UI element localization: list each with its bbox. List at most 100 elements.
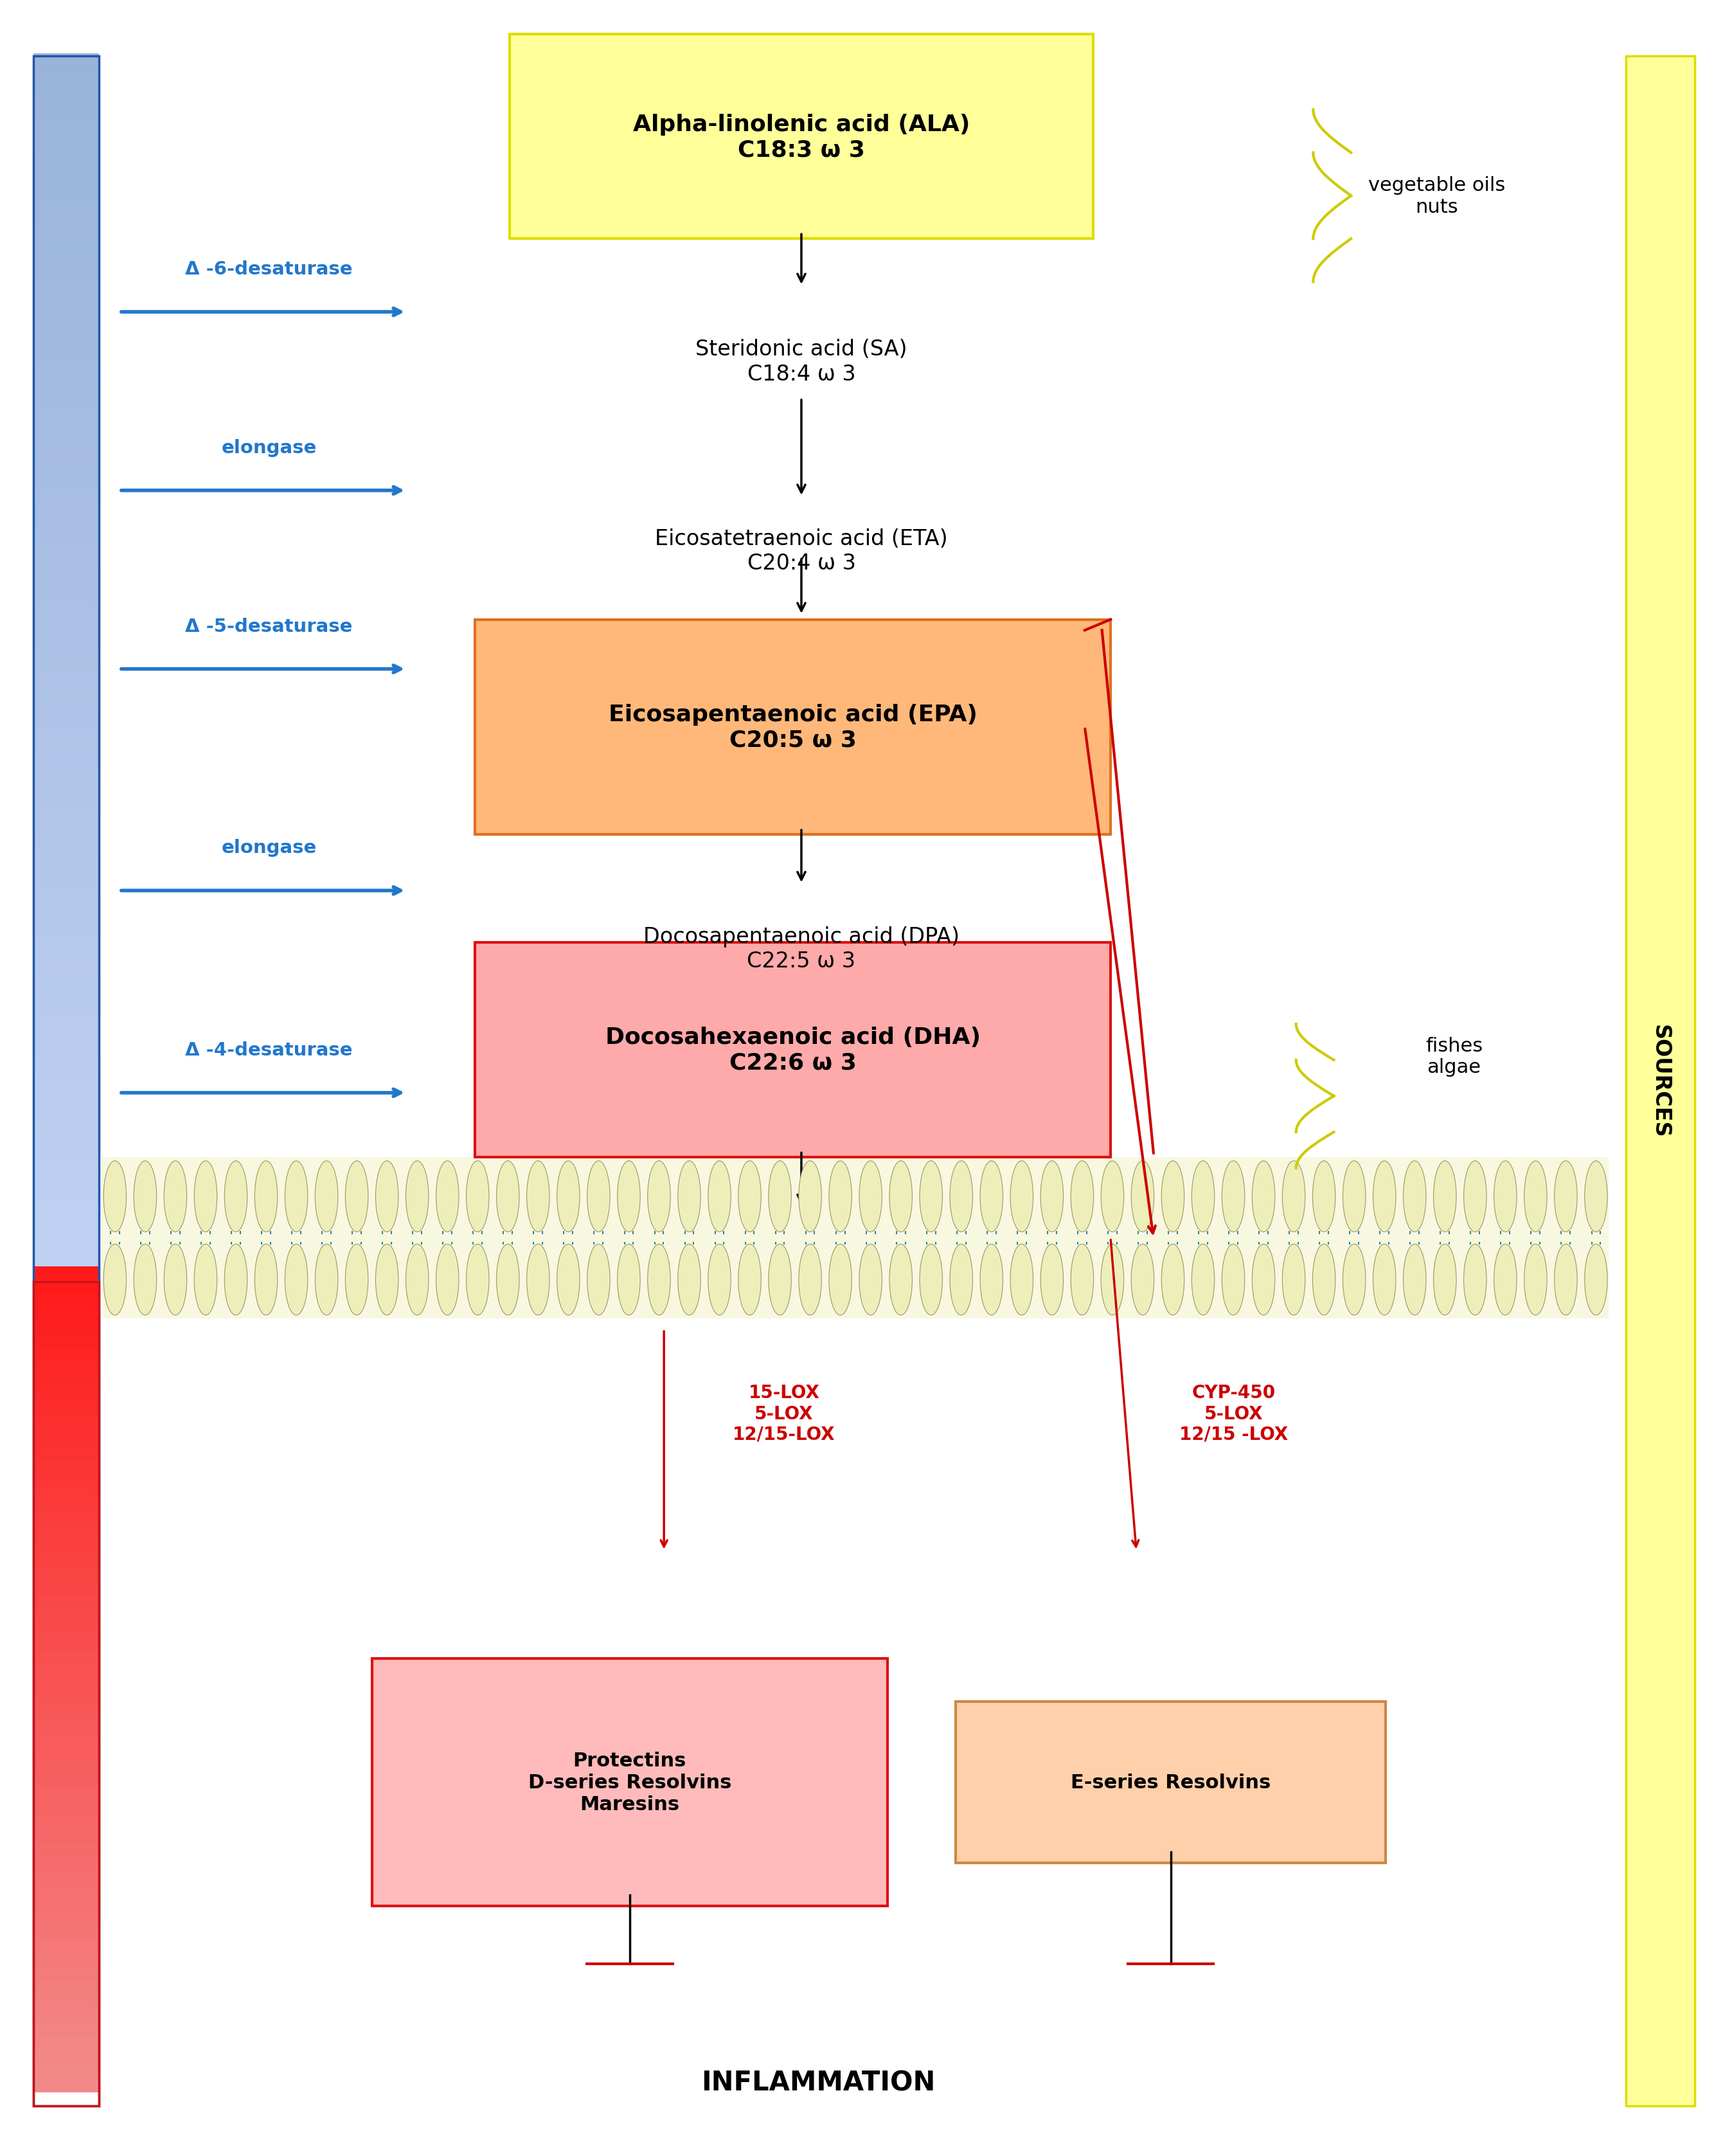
Ellipse shape xyxy=(345,1162,369,1231)
Bar xyxy=(33,1774,98,1789)
Ellipse shape xyxy=(315,1244,338,1315)
Ellipse shape xyxy=(345,1244,369,1315)
Bar xyxy=(33,1514,98,1529)
FancyBboxPatch shape xyxy=(476,942,1111,1158)
Ellipse shape xyxy=(829,1162,851,1231)
Bar xyxy=(33,1350,98,1365)
Ellipse shape xyxy=(889,1162,911,1231)
Ellipse shape xyxy=(1313,1244,1335,1315)
Text: Δ -5-desaturase: Δ -5-desaturase xyxy=(186,617,353,636)
Ellipse shape xyxy=(1434,1244,1456,1315)
Ellipse shape xyxy=(739,1244,762,1315)
Bar xyxy=(33,1322,98,1337)
Bar xyxy=(33,852,98,873)
Ellipse shape xyxy=(103,1162,126,1231)
Bar xyxy=(33,1056,98,1078)
Ellipse shape xyxy=(467,1244,489,1315)
Text: fishes
algae: fishes algae xyxy=(1425,1037,1484,1076)
Text: 15-LOX
5-LOX
12/15-LOX: 15-LOX 5-LOX 12/15-LOX xyxy=(732,1384,836,1442)
Text: Δ -6-desaturase: Δ -6-desaturase xyxy=(184,261,353,278)
Bar xyxy=(33,116,98,138)
Ellipse shape xyxy=(768,1162,791,1231)
Bar xyxy=(33,1199,98,1220)
Ellipse shape xyxy=(1403,1244,1427,1315)
Ellipse shape xyxy=(1554,1162,1577,1231)
Bar xyxy=(33,707,98,731)
Bar xyxy=(33,1856,98,1874)
Bar xyxy=(33,401,98,425)
Bar xyxy=(33,483,98,507)
Ellipse shape xyxy=(1041,1244,1063,1315)
Bar xyxy=(33,1035,98,1059)
Ellipse shape xyxy=(799,1244,822,1315)
Ellipse shape xyxy=(436,1244,458,1315)
Ellipse shape xyxy=(1282,1162,1304,1231)
Ellipse shape xyxy=(496,1244,519,1315)
Bar xyxy=(33,1720,98,1736)
Ellipse shape xyxy=(1585,1162,1608,1231)
Ellipse shape xyxy=(195,1162,217,1231)
Ellipse shape xyxy=(588,1162,610,1231)
Bar xyxy=(33,1583,98,1598)
Bar xyxy=(33,1015,98,1037)
Bar xyxy=(33,975,98,996)
Bar xyxy=(33,1363,98,1378)
Text: vegetable oils
nuts: vegetable oils nuts xyxy=(1368,177,1506,216)
Bar xyxy=(33,1136,98,1160)
Ellipse shape xyxy=(949,1244,973,1315)
Bar xyxy=(33,912,98,936)
Ellipse shape xyxy=(224,1162,246,1231)
Bar xyxy=(33,1432,98,1447)
Bar xyxy=(33,505,98,526)
FancyBboxPatch shape xyxy=(510,34,1094,239)
Text: Steridonic acid (SA)
C18:4 ω 3: Steridonic acid (SA) C18:4 ω 3 xyxy=(696,338,908,384)
Bar xyxy=(33,871,98,895)
Bar xyxy=(33,1705,98,1723)
Ellipse shape xyxy=(376,1162,398,1231)
Bar xyxy=(33,1294,98,1309)
Ellipse shape xyxy=(134,1244,157,1315)
Ellipse shape xyxy=(889,1244,911,1315)
Ellipse shape xyxy=(1494,1244,1516,1315)
Bar xyxy=(33,1266,98,1283)
Bar xyxy=(33,1636,98,1654)
Bar xyxy=(33,1761,98,1777)
Bar xyxy=(33,1542,98,1557)
Ellipse shape xyxy=(1070,1244,1094,1315)
Bar xyxy=(33,1677,98,1695)
Bar xyxy=(33,2063,98,2078)
Text: Δ -4-desaturase: Δ -4-desaturase xyxy=(184,1041,353,1059)
Ellipse shape xyxy=(1403,1162,1427,1231)
Bar xyxy=(33,1787,98,1805)
FancyBboxPatch shape xyxy=(956,1701,1385,1863)
Bar xyxy=(33,1692,98,1708)
Text: Alpha-linolenic acid (ALA)
C18:3 ω 3: Alpha-linolenic acid (ALA) C18:3 ω 3 xyxy=(632,114,970,162)
Bar xyxy=(33,1177,98,1201)
Bar xyxy=(33,1994,98,2009)
Bar xyxy=(33,1966,98,1984)
Bar xyxy=(33,666,98,690)
FancyBboxPatch shape xyxy=(476,621,1111,834)
Ellipse shape xyxy=(527,1244,550,1315)
FancyBboxPatch shape xyxy=(372,1658,887,1906)
Ellipse shape xyxy=(949,1162,973,1231)
Bar xyxy=(33,1259,98,1283)
Bar xyxy=(33,198,98,220)
Bar xyxy=(33,1828,98,1846)
Ellipse shape xyxy=(920,1162,942,1231)
Bar xyxy=(33,95,98,119)
Bar xyxy=(33,1501,98,1516)
Bar xyxy=(33,2022,98,2037)
Bar xyxy=(33,811,98,832)
Bar xyxy=(33,1391,98,1406)
Ellipse shape xyxy=(1222,1162,1244,1231)
Ellipse shape xyxy=(224,1244,246,1315)
Ellipse shape xyxy=(1465,1244,1487,1315)
Bar xyxy=(33,1404,98,1419)
Ellipse shape xyxy=(1373,1244,1396,1315)
Ellipse shape xyxy=(195,1244,217,1315)
Ellipse shape xyxy=(1041,1162,1063,1231)
Bar xyxy=(33,218,98,239)
Ellipse shape xyxy=(1253,1162,1275,1231)
Bar xyxy=(33,647,98,668)
